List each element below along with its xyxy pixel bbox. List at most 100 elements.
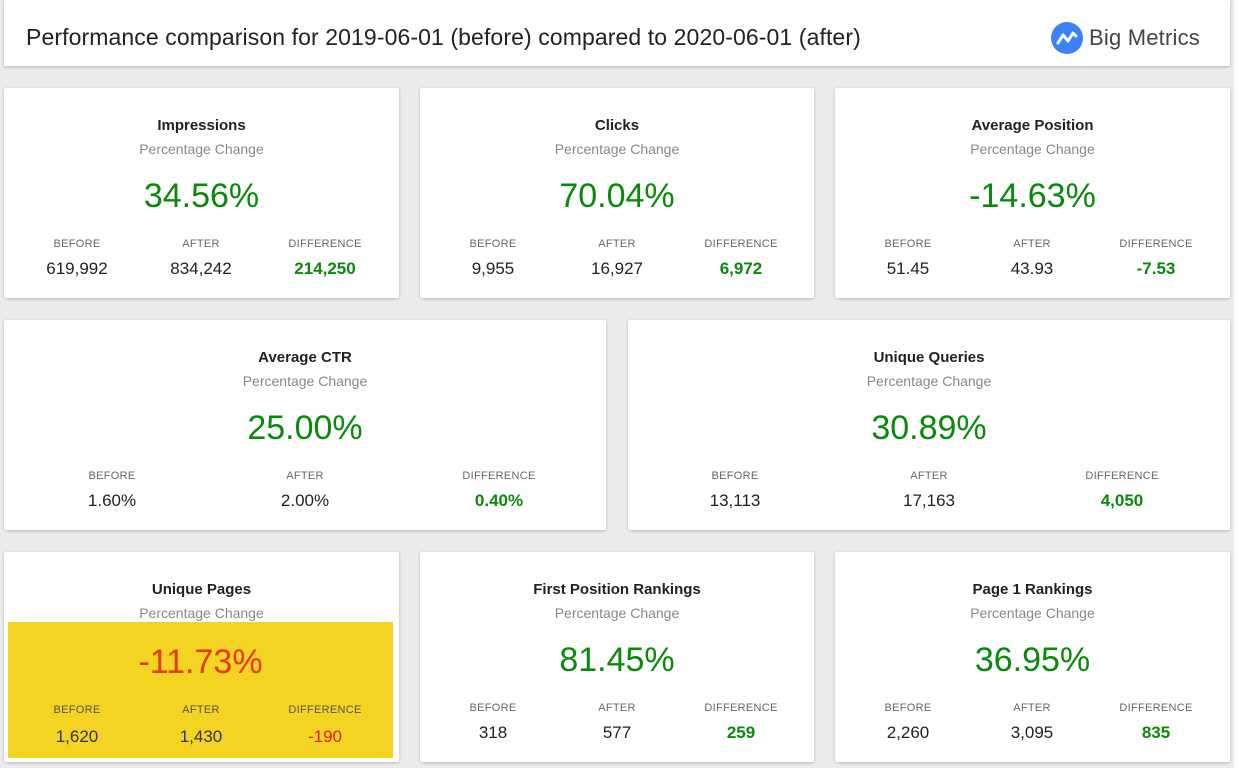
card-subtitle: Percentage Change [866, 373, 992, 389]
stat-before: BEFORE 318 [423, 702, 563, 743]
stats-row: BEFORE 619,992 AFTER 834,242 DIFFERENCE … [4, 238, 399, 288]
stats-row: BEFORE 1.60% AFTER 2.00% DIFFERENCE 0.40… [4, 470, 606, 520]
before-label: BEFORE [53, 704, 101, 716]
before-label: BEFORE [469, 238, 517, 250]
before-value: 1.60% [87, 491, 137, 510]
before-label: BEFORE [53, 238, 101, 250]
percentage-change: -11.73% [138, 643, 263, 681]
stat-after: AFTER 2.00% [235, 470, 375, 511]
stat-before: BEFORE 51.45 [838, 238, 978, 279]
after-label: AFTER [286, 470, 324, 482]
page-title: Performance comparison for 2019-06-01 (b… [26, 24, 861, 50]
after-value: 834,242 [170, 259, 232, 278]
stat-after: AFTER 3,095 [962, 702, 1102, 743]
scrollbar-track[interactable] [1234, 0, 1238, 768]
after-value: 577 [602, 723, 632, 742]
difference-value: -7.53 [1136, 259, 1176, 278]
stats-row: BEFORE 9,955 AFTER 16,927 DIFFERENCE 6,9… [420, 238, 814, 288]
stat-before: BEFORE 1,620 [7, 704, 147, 747]
highlight-box: -11.73% BEFORE 1,620 AFTER 1,430 DIFFERE… [8, 622, 393, 758]
metric-card-page-1-rankings: Page 1 Rankings Percentage Change 36.95%… [835, 552, 1230, 762]
difference-label: DIFFERENCE [1085, 470, 1159, 482]
card-title: Impressions [157, 117, 246, 134]
stats-row: BEFORE 1,620 AFTER 1,430 DIFFERENCE -190 [8, 704, 393, 754]
after-value: 16,927 [591, 259, 643, 278]
stat-difference: DIFFERENCE 259 [671, 702, 811, 743]
difference-label: DIFFERENCE [704, 238, 778, 250]
difference-label: DIFFERENCE [288, 704, 362, 716]
after-value: 43.93 [1010, 259, 1054, 278]
after-label: AFTER [182, 704, 220, 716]
header-bar: Performance comparison for 2019-06-01 (b… [4, 0, 1230, 66]
after-label: AFTER [598, 238, 636, 250]
stat-difference: DIFFERENCE 6,972 [671, 238, 811, 279]
card-subtitle: Percentage Change [242, 373, 368, 389]
percentage-change: 36.95% [974, 641, 1091, 679]
metric-card-first-position-rankings: First Position Rankings Percentage Chang… [420, 552, 814, 762]
before-value: 51.45 [886, 259, 930, 278]
difference-value: 259 [726, 723, 756, 742]
card-title: Unique Queries [873, 349, 985, 366]
difference-value: 4,050 [1100, 491, 1144, 510]
card-subtitle: Percentage Change [554, 141, 680, 157]
before-value: 1,620 [55, 727, 99, 746]
card-title: Average Position [971, 117, 1094, 134]
metric-card-average-ctr: Average CTR Percentage Change 25.00% BEF… [4, 320, 606, 530]
before-label: BEFORE [884, 702, 932, 714]
before-value: 9,955 [471, 259, 515, 278]
stat-after: AFTER 577 [547, 702, 687, 743]
stat-before: BEFORE 2,260 [838, 702, 978, 743]
after-value: 2.00% [280, 491, 330, 510]
before-label: BEFORE [711, 470, 759, 482]
stat-after: AFTER 17,163 [859, 470, 999, 511]
before-value: 13,113 [709, 491, 761, 510]
card-subtitle: Percentage Change [139, 605, 264, 621]
percentage-change: 81.45% [559, 641, 675, 679]
card-subtitle: Percentage Change [554, 605, 680, 621]
stat-difference: DIFFERENCE 835 [1086, 702, 1226, 743]
stat-before: BEFORE 1.60% [42, 470, 182, 511]
difference-value: 214,250 [294, 259, 356, 278]
after-value: 17,163 [903, 491, 955, 510]
card-subtitle: Percentage Change [970, 141, 1095, 157]
stat-after: AFTER 1,430 [131, 704, 271, 747]
metric-card-impressions: Impressions Percentage Change 34.56% BEF… [4, 88, 399, 298]
after-label: AFTER [910, 470, 948, 482]
stat-after: AFTER 16,927 [547, 238, 687, 279]
stat-before: BEFORE 619,992 [7, 238, 147, 279]
stat-after: AFTER 43.93 [962, 238, 1102, 279]
difference-value: 6,972 [719, 259, 763, 278]
percentage-change: 30.89% [871, 409, 987, 447]
stat-before: BEFORE 13,113 [665, 470, 805, 511]
big-metrics-logo-icon [1051, 22, 1083, 54]
stat-difference: DIFFERENCE 4,050 [1052, 470, 1192, 511]
card-title: Unique Pages [151, 581, 252, 598]
stats-row: BEFORE 13,113 AFTER 17,163 DIFFERENCE 4,… [628, 470, 1230, 520]
after-label: AFTER [1013, 238, 1051, 250]
stat-difference: DIFFERENCE 214,250 [255, 238, 395, 279]
after-value: 3,095 [1010, 723, 1054, 742]
stat-after: AFTER 834,242 [131, 238, 271, 279]
stat-before: BEFORE 9,955 [423, 238, 563, 279]
difference-value: 835 [1141, 723, 1171, 742]
stats-row: BEFORE 51.45 AFTER 43.93 DIFFERENCE -7.5… [835, 238, 1230, 288]
card-title: First Position Rankings [533, 581, 701, 598]
percentage-change: 70.04% [559, 177, 675, 215]
before-value: 318 [478, 723, 508, 742]
metric-card-clicks: Clicks Percentage Change 70.04% BEFORE 9… [420, 88, 814, 298]
stat-difference: DIFFERENCE -7.53 [1086, 238, 1226, 279]
stats-row: BEFORE 2,260 AFTER 3,095 DIFFERENCE 835 [835, 702, 1230, 752]
card-subtitle: Percentage Change [139, 141, 264, 157]
difference-label: DIFFERENCE [1119, 238, 1193, 250]
after-value: 1,430 [179, 727, 223, 746]
percentage-change: 25.00% [247, 409, 363, 447]
difference-label: DIFFERENCE [462, 470, 536, 482]
card-title: Clicks [594, 117, 640, 134]
metric-card-average-position: Average Position Percentage Change -14.6… [835, 88, 1230, 298]
card-subtitle: Percentage Change [970, 605, 1095, 621]
brand-name: Big Metrics [1089, 25, 1200, 50]
brand-logo[interactable]: Big Metrics [1051, 22, 1200, 54]
percentage-change: 34.56% [143, 177, 260, 215]
after-label: AFTER [182, 238, 220, 250]
stats-row: BEFORE 318 AFTER 577 DIFFERENCE 259 [420, 702, 814, 752]
